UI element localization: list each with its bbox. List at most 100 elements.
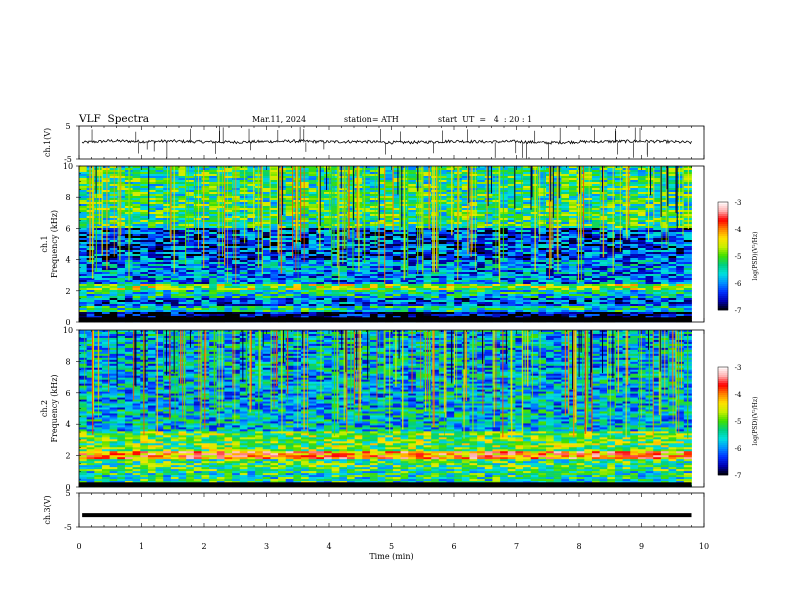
- spectrogram-cell: [484, 194, 493, 197]
- spectrogram-cell: [431, 280, 440, 283]
- spectrogram-cell: [178, 234, 187, 237]
- spectrogram-cell: [668, 256, 677, 259]
- spectrogram-cell: [132, 246, 141, 249]
- spectrogram-cell: [408, 214, 417, 217]
- spectrogram-cell: [285, 174, 294, 177]
- spectrogram-cell: [438, 222, 447, 225]
- spectrogram-cell: [538, 242, 547, 245]
- spectrogram-cell: [324, 270, 333, 273]
- spectrogram-cell: [653, 246, 662, 249]
- spectrogram-cell: [561, 262, 570, 265]
- spectrogram-cell: [561, 248, 570, 251]
- spectrogram-cell: [630, 202, 639, 205]
- spectrogram-cell: [584, 170, 593, 173]
- spectrogram-cell: [569, 220, 578, 223]
- spectrogram-cell: [392, 236, 401, 239]
- spectrogram-cell: [614, 244, 623, 247]
- spectrogram-cell: [546, 174, 555, 177]
- spectrogram-cell: [576, 258, 585, 261]
- spectrogram-cell: [346, 240, 356, 243]
- spectrogram-cell: [193, 256, 202, 259]
- spectrogram-cell: [614, 252, 623, 255]
- spectrogram-cell: [415, 266, 424, 269]
- spectrogram-cell: [668, 276, 677, 279]
- spectrogram-cell: [584, 208, 593, 211]
- spectrogram-cell: [94, 272, 103, 275]
- spectrogram-cell: [515, 252, 524, 255]
- spectrogram-cell: [301, 254, 310, 257]
- spectrogram-cell: [94, 180, 103, 183]
- spectrogram-cell: [492, 192, 501, 195]
- spectrogram-cell: [484, 218, 493, 221]
- spectrogram-cell: [622, 244, 631, 247]
- spectrogram-cell: [270, 180, 279, 183]
- spectrogram-cell: [668, 272, 677, 275]
- spectrogram-cell: [660, 220, 669, 223]
- spectrogram-cell: [301, 184, 310, 187]
- spectrogram-cell: [484, 242, 493, 245]
- spectrogram-cell: [339, 234, 348, 237]
- spectrogram-cell: [469, 254, 478, 257]
- spectrogram-cell: [538, 182, 547, 185]
- spectrogram-cell: [339, 182, 348, 185]
- spectrogram-cell: [469, 284, 478, 287]
- spectrogram-cell: [637, 198, 646, 201]
- spectrogram-cell: [569, 172, 578, 175]
- spectrogram-cell: [653, 168, 662, 171]
- spectrogram-cell: [270, 272, 279, 275]
- spectrogram-cell: [477, 250, 486, 253]
- spectrogram-cell: [591, 194, 601, 197]
- spectrogram-cell: [270, 248, 279, 251]
- spectrogram-cell: [324, 218, 333, 221]
- spectrogram-cell: [170, 250, 179, 253]
- spectrogram-cell: [270, 242, 279, 245]
- spectrogram-cell: [607, 252, 616, 255]
- spectrogram-cell: [637, 182, 646, 185]
- spectrogram-cell: [385, 274, 394, 277]
- spectrogram-cell: [339, 272, 348, 275]
- spectrogram-cell: [637, 228, 646, 231]
- spectrogram-cell: [170, 172, 179, 175]
- spectrogram-cell: [607, 166, 616, 169]
- spectrogram-cell: [209, 286, 218, 289]
- spectrogram-cell: [94, 168, 103, 171]
- spectrogram-cell: [515, 250, 524, 253]
- spectrogram-cell: [209, 196, 218, 199]
- spectrogram-cell: [614, 198, 623, 201]
- spectrogram-cell: [155, 270, 164, 273]
- spectrogram-cell: [178, 240, 187, 243]
- spectrogram-cell: [484, 166, 493, 169]
- spectrogram-cell: [668, 234, 677, 237]
- spectrogram-cell: [331, 240, 340, 243]
- spectrogram-cell: [262, 206, 271, 209]
- spectrogram-cell: [346, 248, 356, 251]
- spectrogram-cell: [339, 224, 348, 227]
- spectrogram-cell: [546, 278, 555, 281]
- spectrogram-cell: [316, 272, 325, 275]
- spectrogram-cell: [676, 192, 685, 195]
- spectrogram-cell: [446, 230, 455, 233]
- spectrogram-cell: [538, 256, 547, 259]
- spectrogram-cell: [101, 254, 111, 257]
- spectrogram-cell: [224, 202, 233, 205]
- spectrogram-cell: [431, 278, 440, 281]
- spectrogram-cell: [216, 212, 225, 215]
- spectrogram-cell: [324, 258, 333, 261]
- spectrogram-cell: [369, 170, 378, 173]
- spectrogram-cell: [683, 246, 692, 249]
- spectrogram-cell: [362, 188, 371, 191]
- spectrogram-cell: [660, 282, 669, 285]
- spectrogram-cell: [339, 214, 348, 217]
- spectrogram-cell: [293, 270, 302, 273]
- spectrogram-cell: [362, 256, 371, 259]
- spectrogram-cell: [101, 218, 111, 221]
- spectrogram-cell: [392, 242, 401, 245]
- spectrogram-cell: [561, 190, 570, 193]
- spectrogram-cell: [492, 196, 501, 199]
- spectrogram-cell: [346, 252, 356, 255]
- spectrogram-cell: [209, 276, 218, 279]
- spectrogram-cell: [507, 166, 516, 169]
- spectrogram-cell: [630, 268, 639, 271]
- spectrogram-cell: [630, 216, 639, 219]
- spectrogram-cell: [438, 276, 447, 279]
